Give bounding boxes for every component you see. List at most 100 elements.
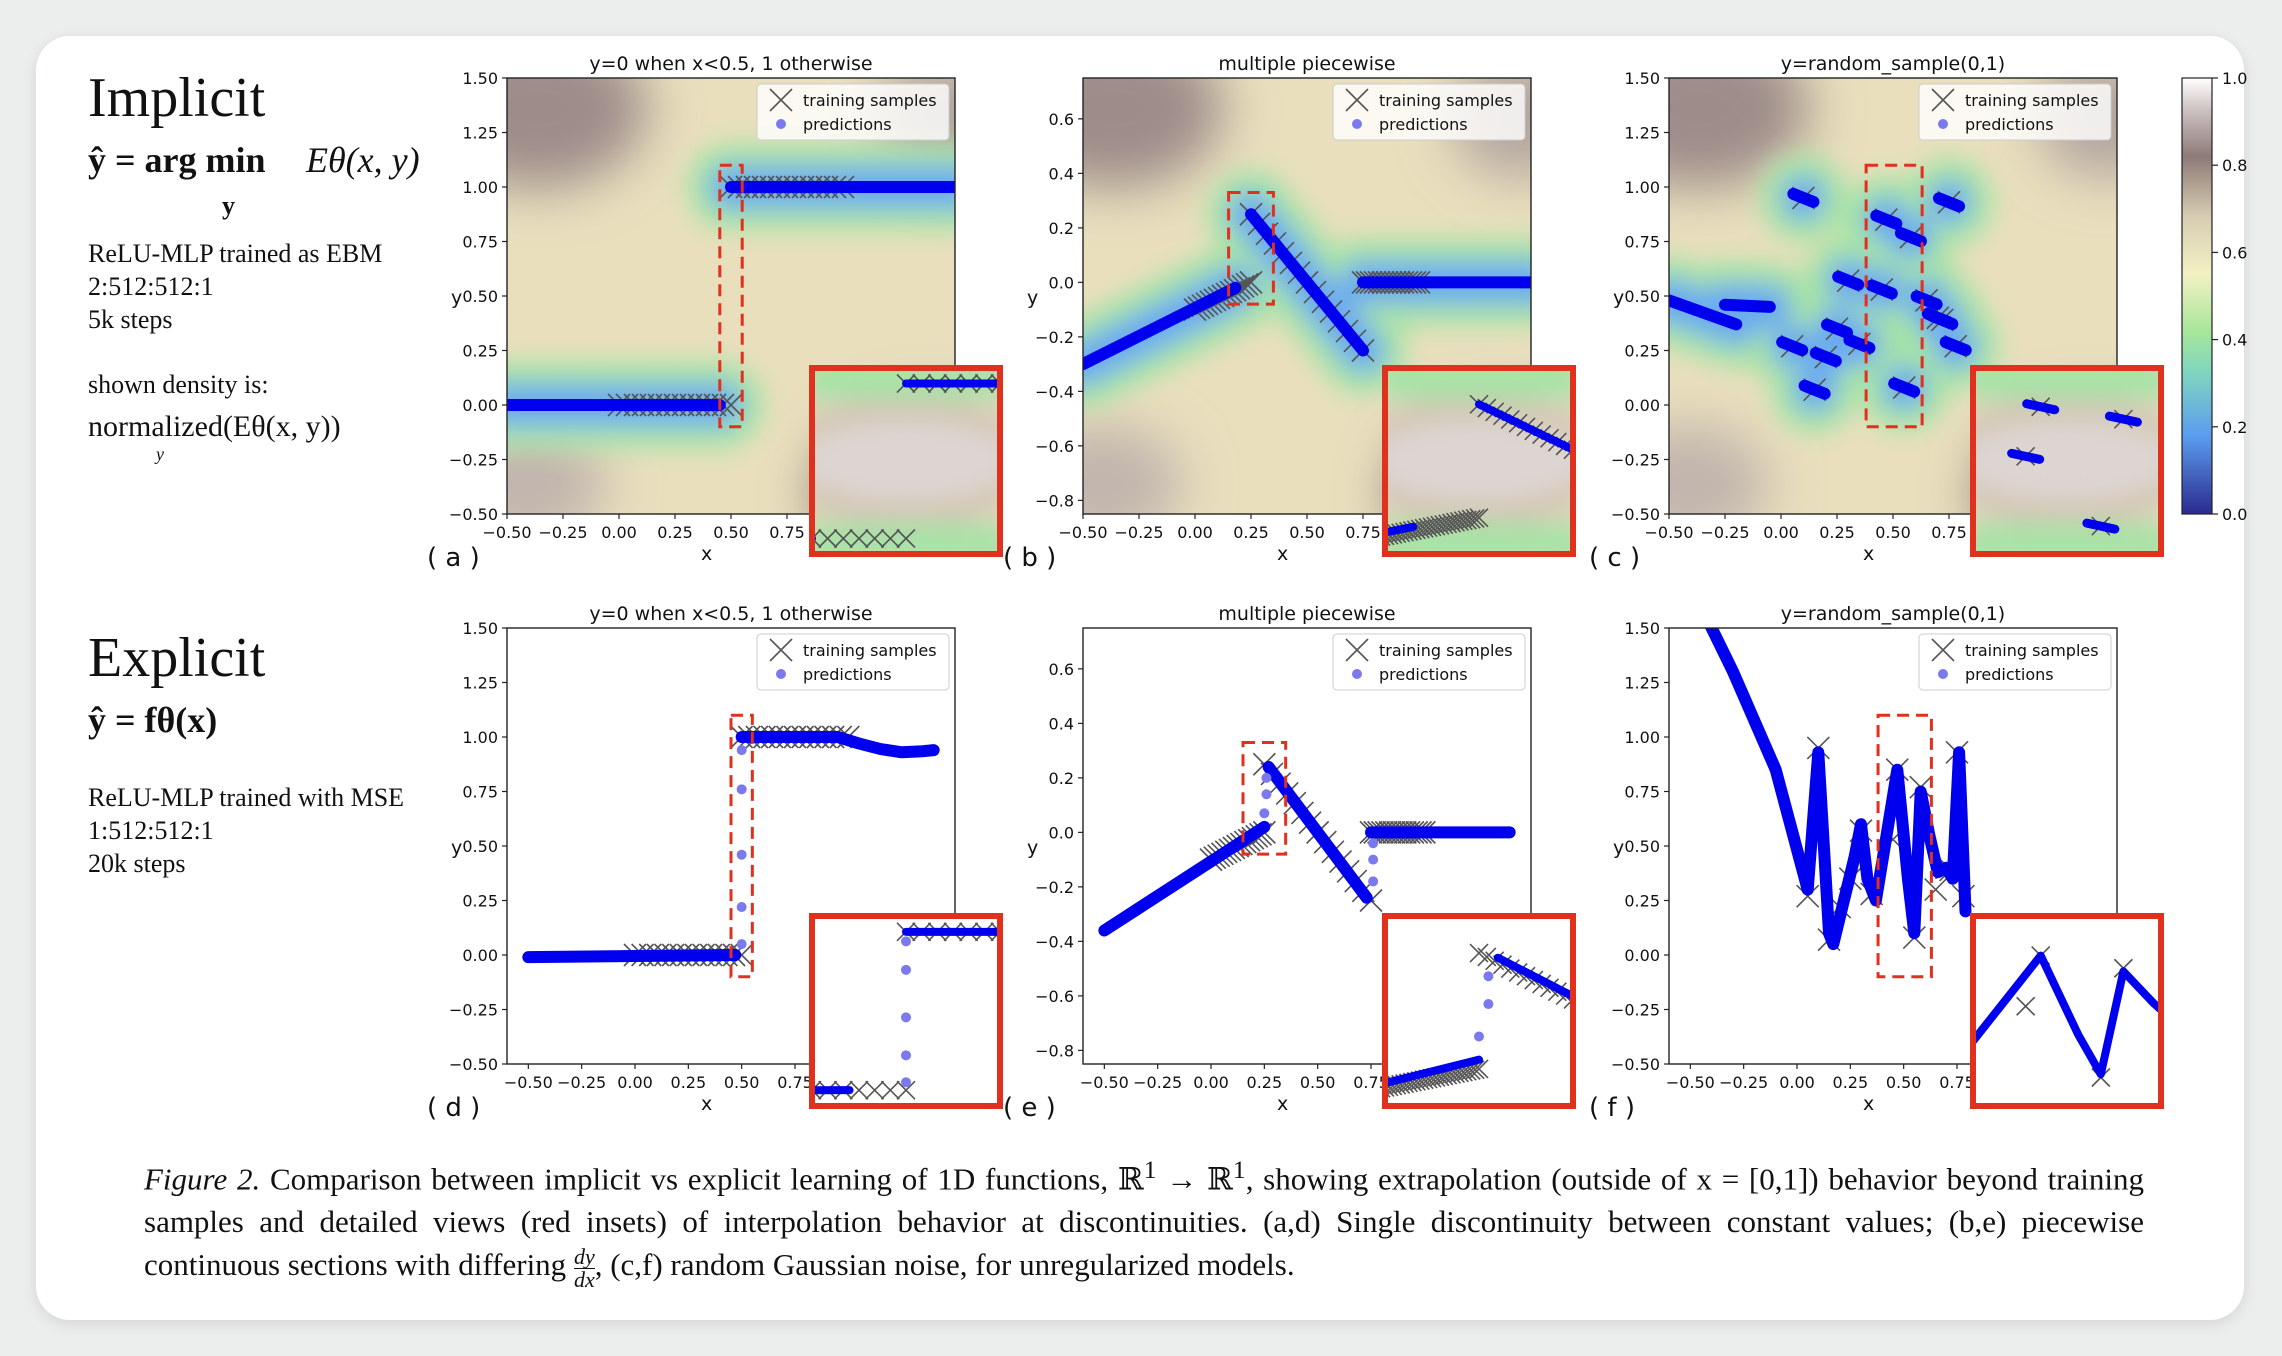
chart-title: y=0 when x<0.5, 1 otherwise [589,53,872,75]
legend-box [1332,83,1526,141]
x-tick-label: 0.25 [1819,523,1855,542]
cross-stroke [1461,1060,1481,1081]
panel-label: ( f ) [1589,1093,1635,1123]
training-sample [1453,511,1473,531]
y-tick-label: 0.25 [1624,342,1660,361]
legend-box [1918,633,2112,691]
x-axis: −0.50 −0.25 0.00 0.25 0.50 0.75 x [1666,1064,1975,1115]
colorbar-tick-label: 0.0 [2222,505,2247,524]
y-tick-label: 0.6 [1049,660,1074,679]
cross-stroke [1007,923,1025,941]
prediction-point [1368,838,1379,849]
prediction-point [1261,789,1272,800]
x-axis: −0.50 −0.25 0.00 0.25 0.50 0.75 x [1080,1064,1389,1115]
training-sample [1422,517,1442,537]
training-sample [1414,518,1434,538]
cross-stroke [1465,508,1485,529]
prediction-series [1245,208,1369,357]
legend-prediction-marker [1938,669,1948,679]
highlight-box [1227,190,1275,306]
explicit-desc-3: 20k steps [88,849,186,878]
cross-stroke [812,1080,822,1092]
inset-background [812,916,1000,1106]
implicit-equation-lhs: ŷ = arg min [88,140,266,180]
x-tick-label: 0.75 [1345,523,1381,542]
implicit-equation-rhs: Eθ(x, y) [305,140,420,180]
training-sample [1461,509,1481,529]
highlight-box [1876,713,1933,979]
cross-stroke [1563,448,1573,460]
training-sample [880,528,900,549]
cross-stroke [865,528,885,549]
training-sample [990,922,1000,942]
zoom-inset [1970,365,2164,557]
cross-stroke [1239,270,1263,294]
legend-predictions-label: predictions [803,115,892,134]
x-tick-label: 0.75 [1353,1073,1389,1092]
panel-label: ( b ) [1003,543,1056,573]
training-sample [719,393,743,417]
prediction-point [1926,309,1959,330]
legend-predictions-label: predictions [803,665,892,684]
inset-heat-blob [1973,391,2161,531]
zoom-inset [809,365,1003,557]
y-tick-label: 1.00 [462,728,498,747]
y-tick-label: −0.2 [1035,878,1074,897]
x-axis-label: x [701,1093,712,1115]
y-axis-label: y [451,287,462,309]
implicit-heading: Implicit [88,67,266,129]
y-tick-label: 0.00 [1624,946,1660,965]
training-sample [818,528,838,549]
y-tick-label: 0.50 [1624,837,1660,856]
y-axis-label: y [1613,287,1624,309]
legend: training samples predictions [756,83,950,141]
colorbar-tick-label: 0.2 [2222,418,2247,437]
y-tick-label: 0.50 [462,287,498,306]
prediction-series [1669,294,1743,331]
training-sample [1345,638,1369,662]
highlight-box [729,713,754,979]
training-sample [1469,508,1489,528]
training-sample [1442,513,1462,533]
legend-box [756,83,950,141]
y-tick-label: 1.25 [1624,674,1660,693]
x-tick-label: −0.25 [1133,1073,1182,1092]
legend-training-label: training samples [1965,91,2099,110]
inset-prediction-point [901,936,911,947]
training-sample [1457,510,1477,530]
cross-stroke [1406,520,1426,540]
prediction-point [1832,270,1865,291]
y-tick-label: −0.25 [449,1001,498,1020]
y-tick-label: −0.6 [1035,987,1074,1006]
training-sample [849,528,869,549]
panel-label: ( d ) [427,1093,480,1123]
cross-stroke [896,1080,916,1100]
inset-prediction-point [1474,1031,1484,1042]
chart-title: multiple piecewise [1218,603,1395,625]
training-sample [1345,88,1369,112]
training-sample [1931,88,1955,112]
cross-stroke [1414,518,1434,538]
y-tick-label: 0.00 [1624,396,1660,415]
caption-fraction: dy dx [573,1245,595,1291]
y-tick-label: −0.4 [1035,932,1074,951]
inset-prediction [812,1086,854,1095]
prediction-series [1719,298,1776,313]
cross-stroke [1924,878,1948,902]
inset-heat-blob [812,391,1000,531]
legend: training samples predictions [1332,83,1526,141]
y-tick-label: 0.00 [462,946,498,965]
inset-border [809,365,1003,557]
cross-stroke [1345,638,1369,662]
inset-plot [1973,916,2161,1106]
training-sample [1924,878,1948,902]
panel-label: ( c ) [1589,543,1640,573]
y-tick-label: 0.75 [1624,233,1660,252]
y-tick-label: 0.25 [462,342,498,361]
inset-heat-blob [1973,368,2161,398]
cross-stroke [1931,88,1955,112]
caption-text-3: , (c,f) random Gaussian noise, for unreg… [594,1247,1295,1283]
x-tick-label: 0.00 [1779,1073,1815,1092]
cross-stroke [1477,947,1497,967]
panel-f: y=random_sample(0,1)−0.50−0.250.000.250.… [1589,603,2164,1123]
